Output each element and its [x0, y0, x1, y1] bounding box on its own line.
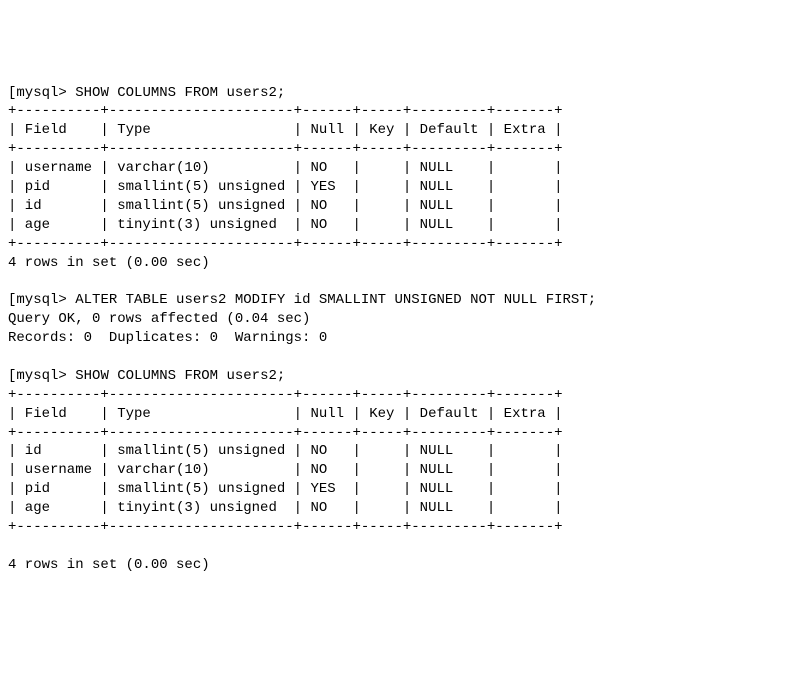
table2-header: | Field | Type | Null | Key | Default | … [8, 406, 563, 422]
table1-border-mid: +----------+----------------------+-----… [8, 141, 563, 157]
table2-border-mid: +----------+----------------------+-----… [8, 425, 563, 441]
table1-row-1: | pid | smallint(5) unsigned | YES | | N… [8, 179, 563, 195]
table1-row-3: | age | tinyint(3) unsigned | NO | | NUL… [8, 217, 563, 233]
table1-border-bot: +----------+----------------------+-----… [8, 236, 563, 252]
table1-footer: 4 rows in set (0.00 sec) [8, 255, 210, 271]
table2-row-2: | pid | smallint(5) unsigned | YES | | N… [8, 481, 563, 497]
table2-border-top: +----------+----------------------+-----… [8, 387, 563, 403]
table2-row-0: | id | smallint(5) unsigned | NO | | NUL… [8, 443, 563, 459]
table1-row-2: | id | smallint(5) unsigned | NO | | NUL… [8, 198, 563, 214]
table1-row-0: | username | varchar(10) | NO | | NULL |… [8, 160, 563, 176]
table1-border-top: +----------+----------------------+-----… [8, 103, 563, 119]
terminal-output: [mysql> SHOW COLUMNS FROM users2; +-----… [8, 84, 798, 575]
table2-row-3: | age | tinyint(3) unsigned | NO | | NUL… [8, 500, 563, 516]
table2-border-bot: +----------+----------------------+-----… [8, 519, 563, 535]
table1-header: | Field | Type | Null | Key | Default | … [8, 122, 563, 138]
alter-result-1: Query OK, 0 rows affected (0.04 sec) [8, 311, 310, 327]
prompt-line-1: [mysql> SHOW COLUMNS FROM users2; [8, 85, 285, 101]
alter-result-2: Records: 0 Duplicates: 0 Warnings: 0 [8, 330, 327, 346]
table2-row-1: | username | varchar(10) | NO | | NULL |… [8, 462, 563, 478]
table2-footer-partial: 4 rows in set (0.00 sec) [8, 557, 210, 573]
prompt-line-3: [mysql> SHOW COLUMNS FROM users2; [8, 368, 285, 384]
prompt-line-2: [mysql> ALTER TABLE users2 MODIFY id SMA… [8, 292, 596, 308]
